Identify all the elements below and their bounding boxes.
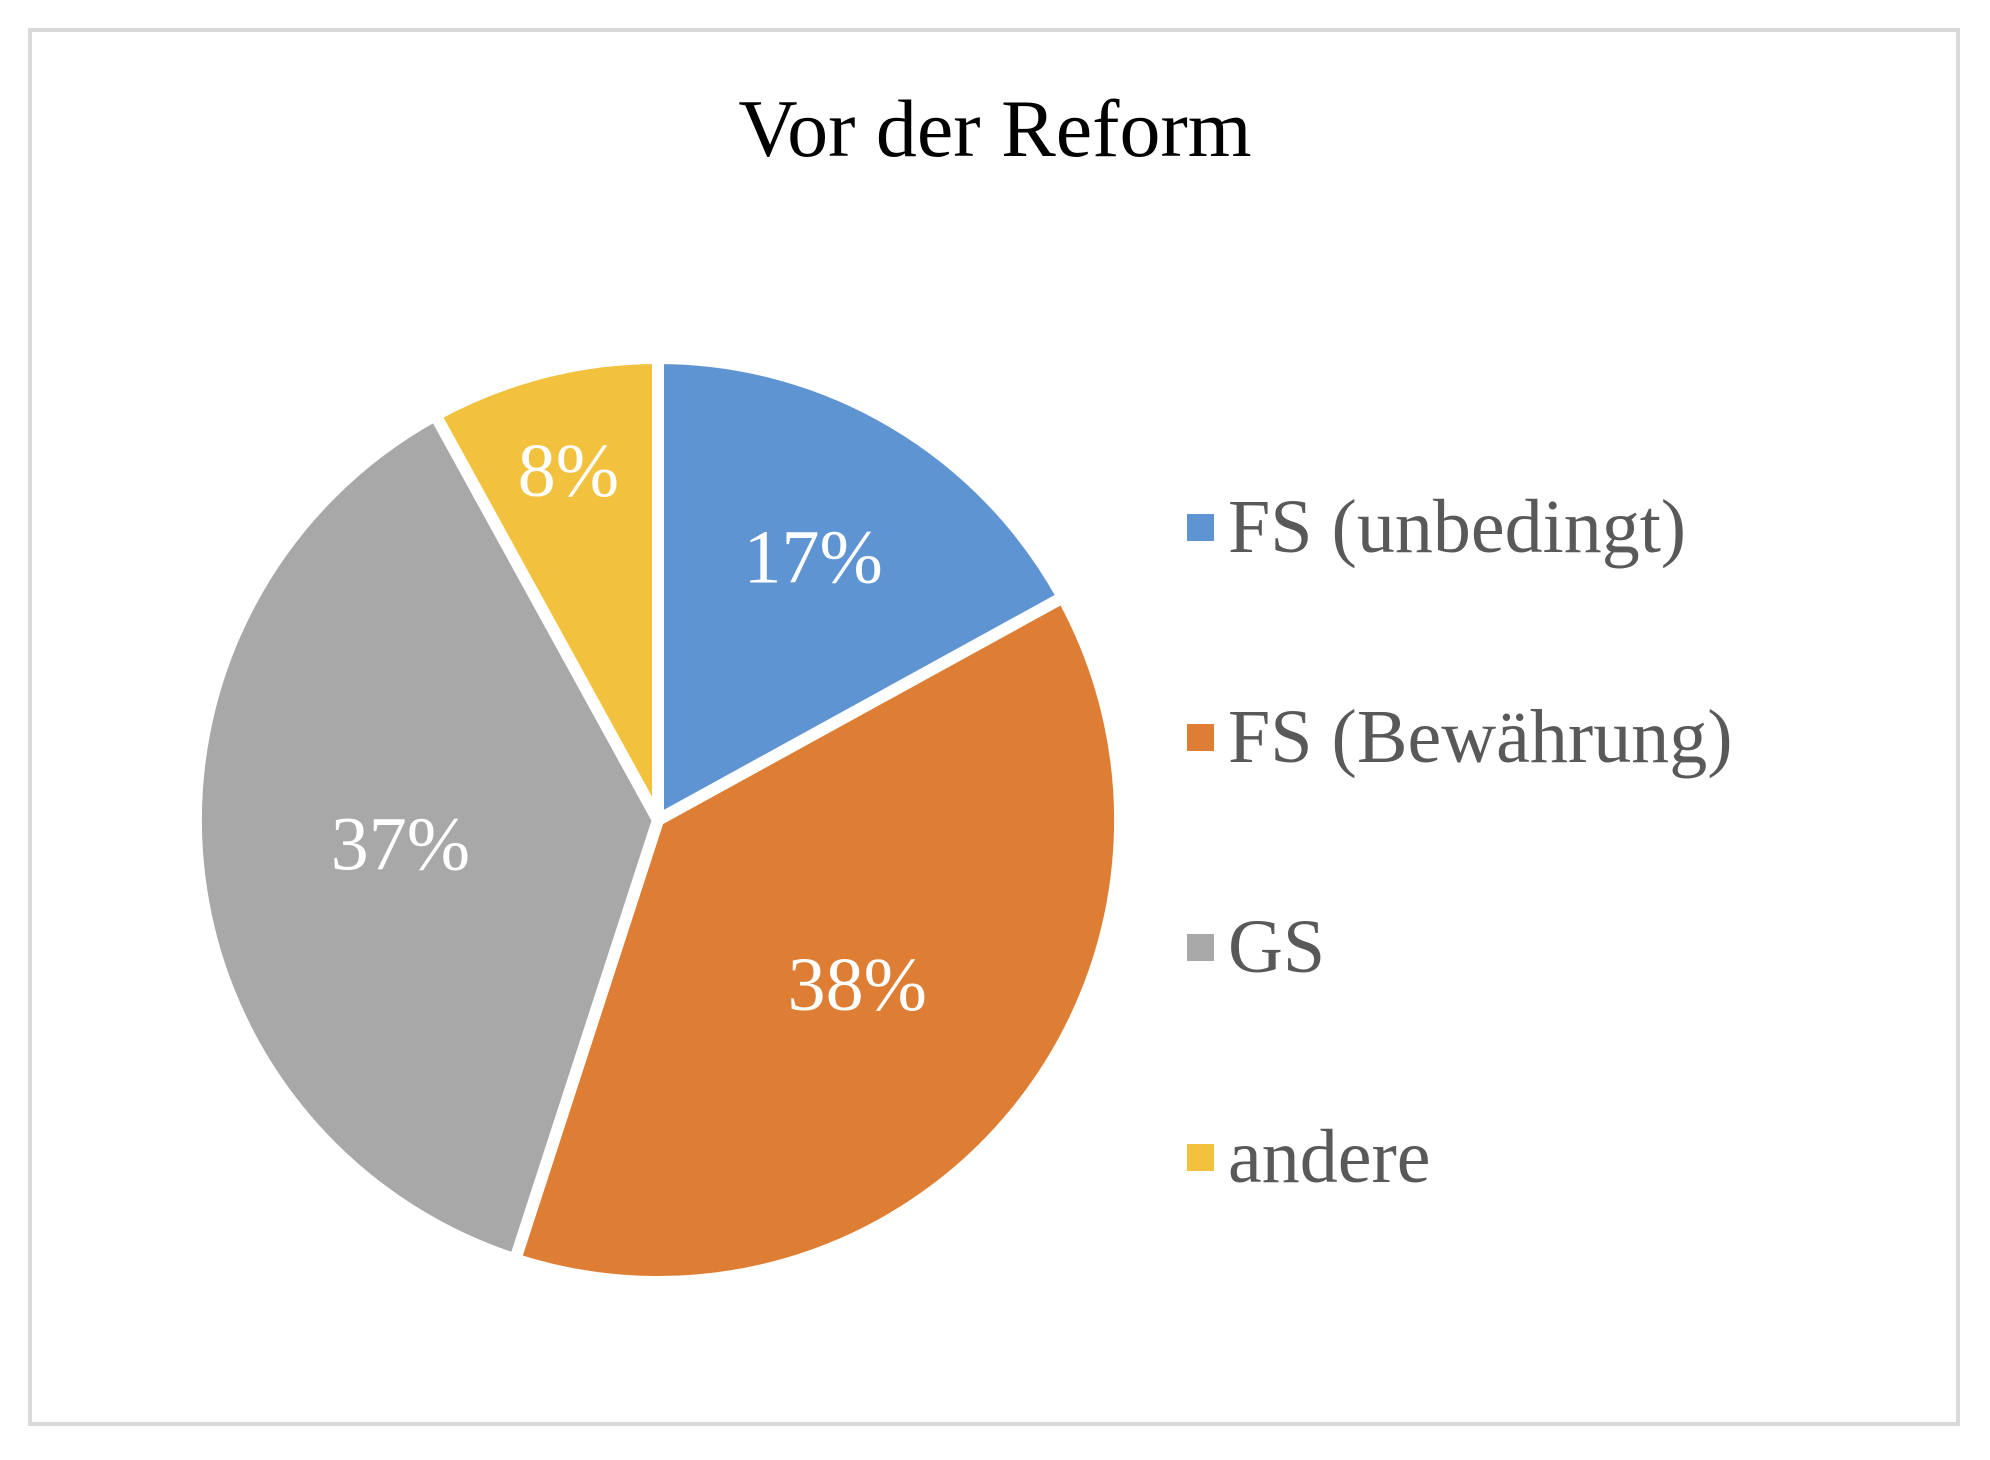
legend-item[interactable]: andere	[1187, 1052, 1733, 1262]
pie-slice-label: 38%	[788, 943, 927, 1027]
legend-swatch-icon	[1187, 933, 1214, 961]
legend-item[interactable]: GS	[1187, 842, 1733, 1052]
pie-slice-label: 17%	[744, 516, 883, 600]
legend-swatch-icon	[1187, 513, 1214, 541]
pie-slice[interactable]	[509, 591, 1127, 1289]
pie-slice-label: 37%	[331, 802, 470, 886]
pie-slice[interactable]	[189, 409, 664, 1266]
legend-swatch-icon	[1187, 723, 1214, 751]
legend-label: FS (unbedingt)	[1228, 485, 1687, 569]
chart-title: Vor der Reform	[738, 83, 1252, 174]
legend-label: GS	[1228, 905, 1326, 989]
chart-legend: FS (unbedingt) FS (Bewährung) GS andere	[1187, 422, 1733, 1262]
pie-slices-group	[189, 352, 1127, 1289]
legend-item[interactable]: FS (Bewährung)	[1187, 632, 1733, 842]
legend-swatch-icon	[1187, 1143, 1214, 1171]
legend-label: andere	[1228, 1115, 1431, 1199]
pie-slice[interactable]	[652, 352, 1069, 826]
pie-slice-label: 8%	[518, 429, 619, 513]
pie-slice[interactable]	[429, 352, 664, 826]
legend-label: FS (Bewährung)	[1228, 695, 1733, 779]
legend-item[interactable]: FS (unbedingt)	[1187, 422, 1733, 632]
pie-labels-group: 17% 38% 37% 8%	[331, 429, 927, 1027]
